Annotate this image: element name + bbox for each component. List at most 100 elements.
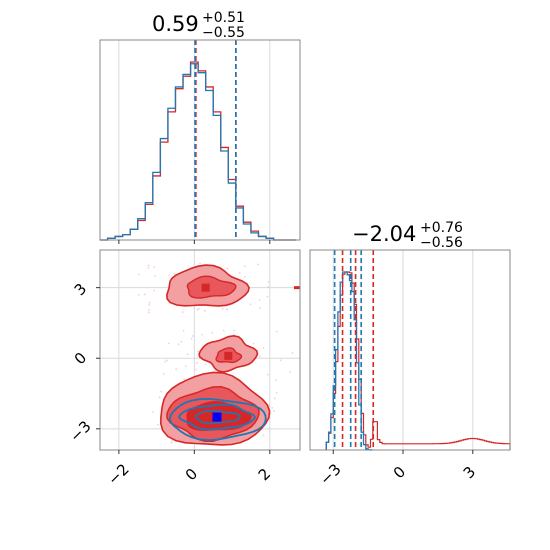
sample-point (177, 343, 180, 346)
title-param1-value: 0.59 (152, 12, 199, 36)
sample-point (222, 329, 225, 332)
sample-point (137, 273, 140, 276)
sample-point (154, 274, 156, 277)
blue-histogram-series (100, 63, 297, 241)
sample-point (196, 308, 199, 311)
sample-point (262, 347, 265, 349)
blue-best-fit-marker (212, 412, 222, 422)
sample-point (276, 330, 278, 333)
sample-point (266, 295, 269, 298)
panel-background (100, 40, 300, 240)
sample-point (167, 342, 170, 345)
sample-point (165, 359, 168, 362)
sample-point (148, 301, 151, 304)
sample-point (198, 307, 200, 310)
histogram-param1-panel (99, 39, 301, 244)
blue-histogram-series (325, 271, 373, 451)
sample-point (211, 331, 214, 334)
sample-point (173, 272, 176, 275)
sample-point (274, 397, 276, 400)
sample-point (158, 396, 161, 399)
param2-xtick-label: −3 (316, 460, 344, 488)
sample-point (152, 410, 154, 413)
sample-point (244, 275, 246, 278)
sample-point (289, 371, 292, 373)
sample-point (273, 409, 275, 412)
sample-point (199, 262, 201, 265)
sample-point (267, 285, 269, 288)
sample-point (147, 311, 150, 314)
param2-xtick-label: 0 (390, 463, 409, 482)
sample-point (184, 365, 187, 367)
sample-point (197, 350, 199, 353)
sample-point (162, 372, 165, 375)
param2-xtick-labels: −3 0 3 (316, 460, 479, 488)
sample-point (164, 360, 167, 363)
sample-point (190, 337, 193, 340)
sample-point (147, 267, 150, 269)
sample-point (226, 308, 228, 311)
sample-point (271, 406, 274, 409)
blue-contour-outer (168, 397, 267, 442)
sample-point (183, 378, 186, 381)
sample-point (238, 272, 241, 274)
title-param2: −2.04 (352, 222, 416, 246)
panel-frame (99, 249, 301, 451)
sample-point (258, 355, 261, 358)
sample-point (181, 311, 184, 314)
sample-point (156, 423, 159, 426)
sample-point (258, 298, 261, 301)
sample-point (204, 363, 207, 366)
sample-point (226, 267, 229, 270)
sample-point (259, 307, 261, 310)
sample-point (180, 340, 183, 343)
sample-point (195, 362, 198, 365)
panel-background (310, 250, 510, 450)
sample-point (279, 359, 282, 362)
sample-point (252, 342, 255, 345)
sample-point (203, 309, 206, 312)
red-mode-marker (201, 283, 210, 292)
sample-point (153, 266, 155, 268)
title-param2-plus: +0.76 (420, 220, 463, 236)
sample-point (275, 391, 278, 394)
red-mode-marker (224, 351, 233, 360)
panel-frame (99, 39, 301, 241)
panel-frame (309, 249, 511, 451)
sample-point (170, 441, 173, 444)
sample-point (195, 368, 198, 371)
blue-contour-inner (194, 409, 241, 425)
joint-ytick-label: 0 (71, 349, 90, 368)
sample-point (148, 309, 150, 311)
histogram-param2-panel (309, 249, 511, 454)
sample-point (262, 434, 265, 437)
sample-point (291, 352, 294, 354)
joint-ytick-labels: 3 0 −3 (66, 280, 94, 446)
title-param2-minus: −0.56 (420, 235, 463, 251)
joint-ytick-label: 3 (71, 280, 90, 299)
sample-point (148, 304, 151, 306)
sample-point (275, 379, 277, 382)
sample-point (186, 353, 189, 356)
title-param2-value: −2.04 (352, 222, 416, 246)
sample-point (249, 303, 252, 306)
title-param1-minus: −0.55 (202, 25, 245, 41)
param2-xtick-label: 3 (460, 463, 479, 482)
joint-xtick-label: −2 (104, 460, 132, 488)
sample-point (200, 333, 203, 336)
sample-point (243, 265, 246, 268)
joint-xtick-label: 2 (255, 465, 274, 484)
joint-xtick-labels: −2 0 2 (104, 460, 274, 488)
sample-point (168, 274, 171, 277)
sample-point (171, 440, 173, 442)
blue-contour-middle (178, 403, 256, 431)
sample-point (266, 373, 269, 376)
sample-point (147, 264, 150, 267)
title-param1: 0.59 (152, 12, 199, 36)
sample-point (175, 368, 177, 371)
joint-ytick-label: −3 (66, 417, 94, 445)
sample-point (267, 281, 270, 283)
sample-point (191, 335, 194, 337)
sample-point (182, 329, 185, 332)
